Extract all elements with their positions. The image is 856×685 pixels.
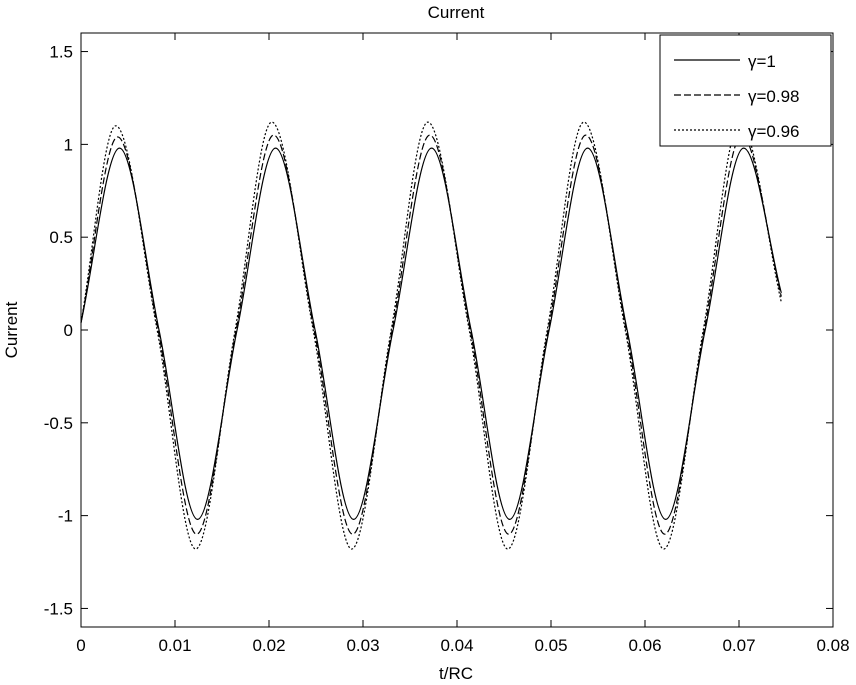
- y-axis: -1.5 -1 -0.5 0 0.5 1 1.5: [44, 43, 833, 618]
- legend-label-1: γ=1: [748, 52, 776, 71]
- series-layer: [80, 121, 782, 550]
- x-tick-label: 0.05: [534, 636, 567, 655]
- x-tick-label: 0.07: [722, 636, 755, 655]
- x-tick-label: 0.04: [440, 636, 473, 655]
- series-line-1: [80, 147, 782, 520]
- x-tick-label: 0.01: [158, 636, 191, 655]
- x-tick-label: 0.08: [816, 636, 849, 655]
- x-axis-label: t/RC: [439, 664, 473, 683]
- legend: γ=1 γ=0.98 γ=0.96: [659, 34, 832, 147]
- series-line-2: [80, 134, 782, 535]
- x-tick-label: 0: [76, 636, 85, 655]
- y-tick-label: -0.5: [44, 414, 73, 433]
- y-tick-label: -1.5: [44, 599, 73, 618]
- y-tick-label: 1: [64, 135, 73, 154]
- y-tick-label: 0: [64, 321, 73, 340]
- legend-label-3: γ=0.96: [748, 122, 800, 141]
- chart-title: Current: [428, 3, 485, 22]
- y-tick-label: -1: [58, 507, 73, 526]
- series-line-3: [80, 121, 782, 550]
- x-tick-label: 0.06: [628, 636, 661, 655]
- y-tick-label: 0.5: [49, 228, 73, 247]
- x-tick-label: 0.03: [346, 636, 379, 655]
- x-tick-label: 0.02: [252, 636, 285, 655]
- x-axis: 0 0.01 0.02 0.03 0.04 0.05 0.06 0.07 0.08: [76, 33, 850, 655]
- y-tick-label: 1.5: [49, 43, 73, 62]
- legend-box: [659, 34, 832, 147]
- y-axis-label: Current: [2, 301, 21, 358]
- legend-label-2: γ=0.98: [748, 87, 800, 106]
